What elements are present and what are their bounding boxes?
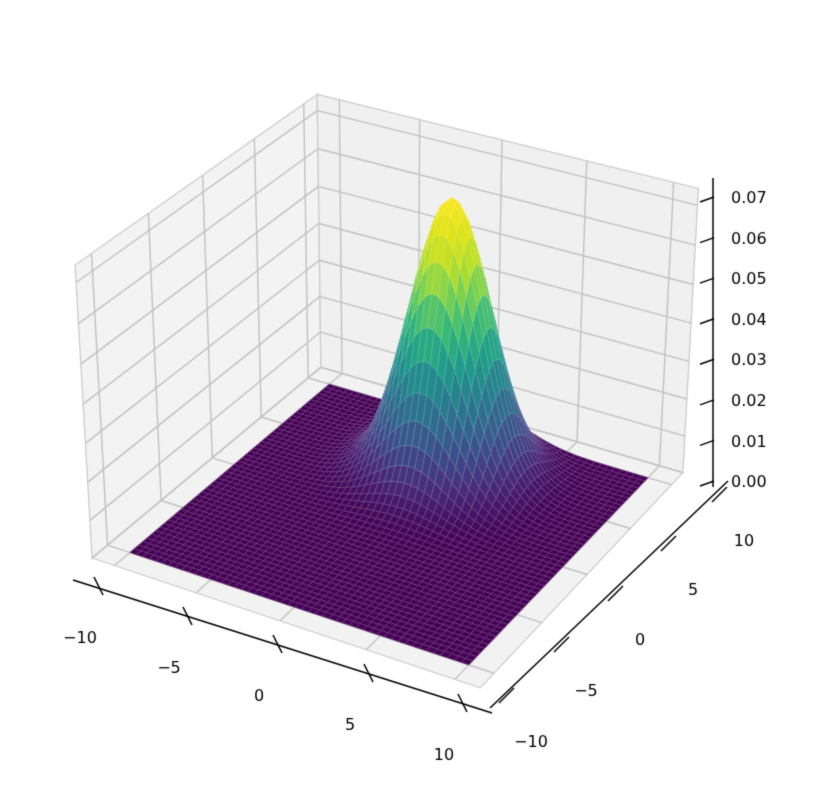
surface-plot-canvas	[0, 0, 828, 797]
surface-figure	[0, 0, 828, 797]
